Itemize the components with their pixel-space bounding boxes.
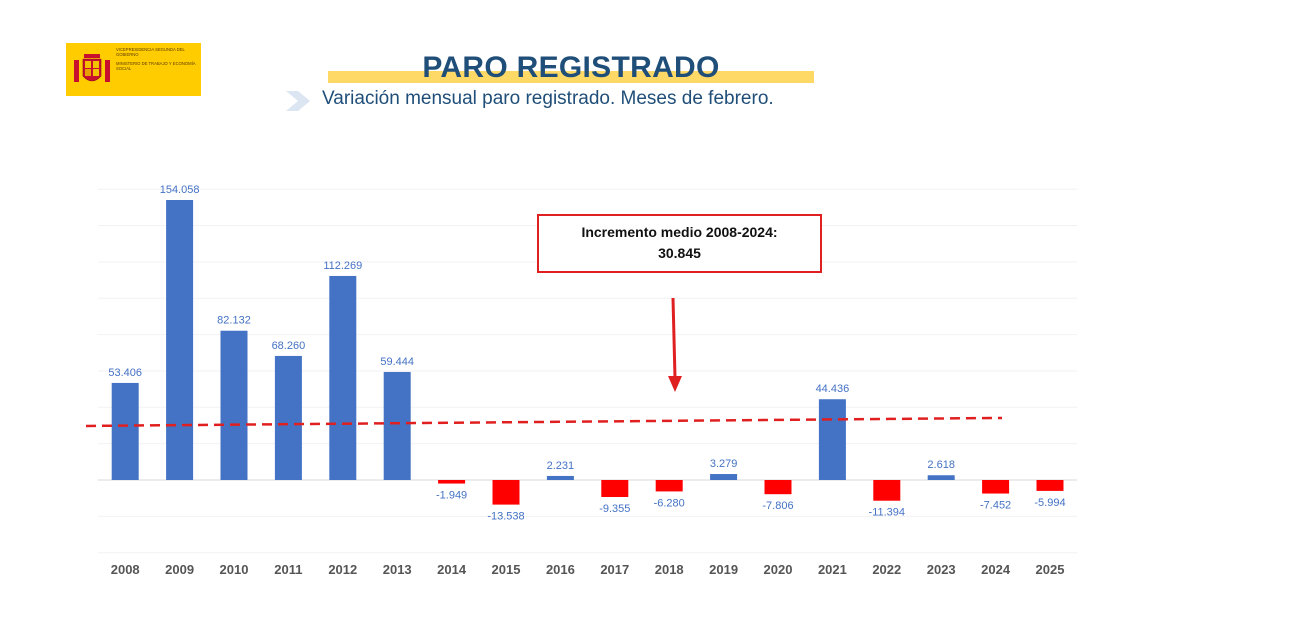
x-tick-label-2025: 2025	[1036, 562, 1065, 577]
bar-2011	[274, 355, 302, 480]
value-label-2009: 154.058	[160, 184, 200, 196]
value-label-2014: -1.949	[436, 490, 467, 502]
x-tick-label-2020: 2020	[764, 562, 793, 577]
x-tick-label-2016: 2016	[546, 562, 575, 577]
x-tick-label-2010: 2010	[220, 562, 249, 577]
bar-2025	[1036, 480, 1064, 491]
value-label-2025: -5.994	[1034, 497, 1065, 509]
bar-2018	[655, 480, 683, 492]
bar-2023	[927, 475, 955, 480]
x-tick-label-2022: 2022	[872, 562, 901, 577]
arrow-head	[668, 376, 682, 392]
bar-2008	[111, 382, 139, 480]
x-tick-label-2019: 2019	[709, 562, 738, 577]
x-tick-label-2018: 2018	[655, 562, 684, 577]
bar-2019	[710, 474, 738, 480]
value-label-2019: 3.279	[710, 458, 738, 470]
annotation-line-2: 30.845	[658, 245, 701, 261]
x-tick-label-2012: 2012	[328, 562, 357, 577]
value-label-2008: 53.406	[108, 367, 142, 379]
x-tick-label-2008: 2008	[111, 562, 140, 577]
chart-x-axis-labels: 2008 2009 2010 2011 2012 2013 2014 2015 2016 2017…	[111, 562, 1065, 577]
value-label-2018: -6.280	[654, 497, 685, 509]
chart-mean-line	[85, 416, 1003, 428]
x-tick-label-2009: 2009	[165, 562, 194, 577]
value-label-2016: 2.231	[547, 460, 575, 472]
x-tick-label-2021: 2021	[818, 562, 847, 577]
bar-2016	[546, 475, 574, 480]
bar-2020	[764, 480, 792, 495]
government-logo: Vicepresidencia Segunda del Gobierno Min…	[66, 43, 201, 96]
coat-of-arms-icon	[74, 54, 110, 82]
bar-2009	[166, 200, 194, 480]
value-label-2023: 2.618	[927, 459, 955, 471]
value-label-2010: 82.132	[217, 315, 251, 327]
x-tick-label-2015: 2015	[492, 562, 521, 577]
value-label-2024: -7.452	[980, 500, 1011, 512]
chart-bars	[111, 200, 1064, 505]
value-label-2021: 44.436	[816, 383, 850, 395]
bar-2010	[220, 330, 248, 480]
x-tick-label-2014: 2014	[437, 562, 467, 577]
logo-line-vicepresidencia: Vicepresidencia Segunda del Gobierno	[116, 47, 185, 57]
annotation-arrow	[668, 297, 682, 392]
bar-2024	[982, 480, 1010, 494]
chart-value-labels: 53.406 154.058 82.132 68.260 112.269 59.444 -1…	[108, 184, 1065, 523]
chart-grid	[98, 188, 1078, 554]
page-subtitle: Variación mensual paro registrado. Meses…	[322, 88, 774, 109]
bar-2021	[818, 399, 846, 480]
value-label-2020: -7.806	[762, 500, 793, 512]
value-label-2022: -11.394	[869, 507, 906, 519]
value-label-2012: 112.269	[323, 260, 362, 272]
bar-2015	[492, 480, 520, 505]
mean-annotation-box: Incremento medio 2008-2024: 30.845	[537, 214, 822, 273]
arrow-shaft	[671, 297, 677, 379]
x-tick-label-2011: 2011	[274, 562, 302, 577]
x-tick-label-2024: 2024	[981, 562, 1011, 577]
annotation-line-1: Incremento medio 2008-2024:	[581, 224, 778, 240]
logo-line-ministerio: Ministerio de Trabajo y Economía Social	[116, 61, 196, 71]
x-tick-label-2013: 2013	[383, 562, 412, 577]
chevron-right-icon	[286, 91, 310, 111]
bar-2013	[383, 371, 411, 480]
value-label-2011: 68.260	[272, 340, 306, 352]
value-label-2013: 59.444	[380, 356, 414, 368]
x-tick-label-2023: 2023	[927, 562, 956, 577]
value-label-2015: -13.538	[487, 511, 524, 523]
page-title: PARO REGISTRADO	[422, 51, 720, 84]
mean-line	[85, 416, 1003, 428]
bar-2017	[601, 480, 629, 498]
bar-2022	[873, 480, 901, 501]
bar-2014	[438, 480, 466, 484]
bar-2012	[329, 275, 357, 480]
title-highlight-bar	[328, 71, 814, 83]
value-label-2017: -9.355	[599, 503, 630, 515]
x-tick-label-2017: 2017	[600, 562, 629, 577]
